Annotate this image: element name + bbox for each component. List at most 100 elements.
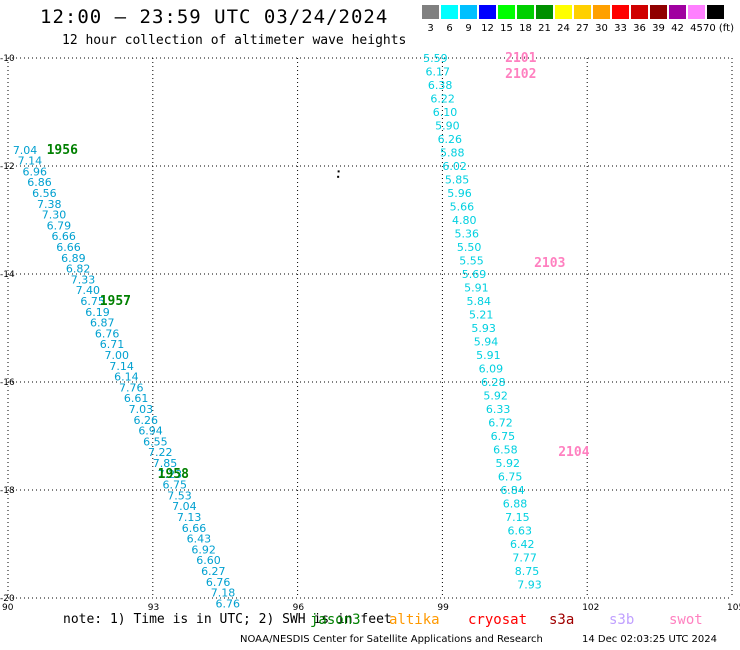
- colorbar-swatch: [688, 5, 705, 19]
- wave-height-value: 6.87: [90, 317, 115, 330]
- colorbar-swatch: [536, 5, 553, 19]
- note-text: note: 1) Time is in UTC; 2) SWH is in fe…: [63, 612, 392, 627]
- wave-height-value: 6.89: [61, 252, 86, 265]
- colorbar-swatch: [612, 5, 629, 19]
- wave-height-value: 6.75: [498, 471, 523, 484]
- pass-number-label: 1956: [47, 143, 78, 158]
- wave-height-value: 6.55: [143, 435, 168, 448]
- colorbar-swatch: [555, 5, 572, 19]
- wave-height-value: 6.43: [187, 533, 212, 546]
- wave-height-value: 6.38: [428, 79, 453, 92]
- wave-height-value: 6.82: [66, 263, 91, 276]
- x-tick-label: 99: [437, 603, 449, 613]
- satellite-legend-item: s3a: [549, 612, 575, 628]
- wave-height-value: 7.38: [37, 198, 62, 211]
- colorbar-swatch: [441, 5, 458, 19]
- wave-height-value: 7.14: [18, 155, 43, 168]
- island-marker: [337, 170, 340, 173]
- colorbar-label: 70 (ft): [703, 23, 734, 34]
- y-tick-label: -12: [0, 162, 15, 172]
- colorbar-swatch: [422, 5, 439, 19]
- wave-height-value: 6.17: [426, 66, 451, 79]
- colorbar-label: 18: [519, 23, 532, 34]
- colorbar-label: 12: [481, 23, 494, 34]
- colorbar-label: 24: [557, 23, 570, 34]
- colorbar-swatch: [650, 5, 667, 19]
- wave-height-value: 6.66: [56, 241, 80, 254]
- x-tick-label: 93: [148, 603, 159, 613]
- wave-height-value: 5.55: [459, 255, 484, 268]
- wave-height-value: 4.80: [452, 214, 477, 227]
- wave-height-value: 6.75: [491, 430, 515, 443]
- colorbar-label: 45: [690, 23, 703, 34]
- y-tick-label: -14: [0, 270, 15, 280]
- pass-number-label: 2101: [505, 51, 536, 66]
- colorbar-label: 30: [595, 23, 608, 34]
- wave-height-value: 6.76: [95, 327, 120, 340]
- colorbar-label: 15: [500, 23, 513, 34]
- wave-height-value: 6.26: [133, 414, 158, 427]
- colorbar-swatch: [669, 5, 686, 19]
- colorbar-label: 3: [427, 23, 434, 34]
- footer-timestamp: 14 Dec 02:03:25 UTC 2024: [582, 634, 717, 645]
- wave-height-value: 7.93: [517, 579, 542, 592]
- wave-height-value: 6.86: [27, 176, 52, 189]
- wave-height-value: 5.94: [474, 336, 499, 349]
- x-tick-label: 102: [582, 603, 599, 613]
- wave-height-value: 8.75: [515, 565, 540, 578]
- wave-height-value: 6.79: [47, 219, 72, 232]
- colorbar-swatch: [593, 5, 610, 19]
- wave-height-value: 6.42: [510, 538, 535, 551]
- wave-height-value: 5.85: [445, 174, 470, 187]
- wave-height-value: 6.61: [124, 392, 149, 405]
- y-tick-label: -16: [0, 378, 15, 388]
- wave-height-value: 7.14: [109, 360, 134, 373]
- wave-height-value: 5.21: [469, 309, 494, 322]
- wave-height-value: 6.26: [438, 133, 463, 146]
- wave-height-value: 6.75: [80, 295, 105, 308]
- wave-height-value: 5.91: [476, 349, 501, 362]
- satellite-legend-item: cryosat: [468, 612, 528, 628]
- wave-height-value: 7.18: [211, 587, 236, 600]
- wave-height-value: 5.92: [483, 390, 508, 403]
- colorbar-label: 6: [446, 23, 453, 34]
- wave-height-value: 5.50: [457, 241, 482, 254]
- satellite-legend-item: s3b: [609, 612, 635, 628]
- wave-height-value: 5.66: [450, 201, 475, 214]
- wave-height-value: 6.63: [508, 525, 533, 538]
- pass-number-label: 1958: [158, 467, 189, 482]
- wave-height-value: 5.88: [440, 147, 465, 160]
- page-title: 12:00 – 23:59 UTC 03/24/2024: [40, 6, 389, 28]
- pass-number-label: 2103: [534, 256, 565, 271]
- colorbar-label: 21: [538, 23, 551, 34]
- wave-height-value: 7.40: [76, 284, 101, 297]
- wave-height-value: 6.27: [201, 565, 226, 578]
- x-tick-label: 96: [293, 603, 305, 613]
- wave-height-value: 6.94: [138, 425, 163, 438]
- wave-height-value: 6.09: [479, 363, 504, 376]
- wave-height-value: 7.04: [13, 144, 38, 157]
- colorbar-label: 27: [576, 23, 589, 34]
- wave-height-value: 5.69: [462, 268, 487, 281]
- wave-height-value: 5.36: [454, 228, 479, 241]
- wave-height-value: 7.13: [177, 511, 202, 524]
- wave-height-value: 6.92: [191, 543, 216, 556]
- wave-height-value: 5.84: [467, 295, 492, 308]
- wave-height-value: 7.85: [153, 457, 178, 470]
- satellite-legend-item: jason3: [310, 612, 361, 628]
- pass-number-label: 2104: [558, 445, 589, 460]
- wave-height-value: 6.33: [486, 403, 511, 416]
- wave-height-value: 7.23: [158, 468, 183, 481]
- wave-height-value: 6.10: [433, 106, 458, 119]
- wave-height-value: 7.33: [71, 273, 96, 286]
- wave-height-value: 7.30: [42, 209, 67, 222]
- y-tick-label: -18: [0, 486, 15, 496]
- wave-height-value: 6.60: [196, 554, 221, 567]
- wave-height-value: 6.56: [32, 187, 57, 200]
- wave-height-value: 6.58: [493, 444, 517, 457]
- wave-height-value: 6.22: [430, 93, 455, 106]
- page-subtitle: 12 hour collection of altimeter wave hei…: [62, 33, 407, 48]
- island-marker: [337, 175, 340, 178]
- wave-height-value: 6.28: [481, 376, 506, 389]
